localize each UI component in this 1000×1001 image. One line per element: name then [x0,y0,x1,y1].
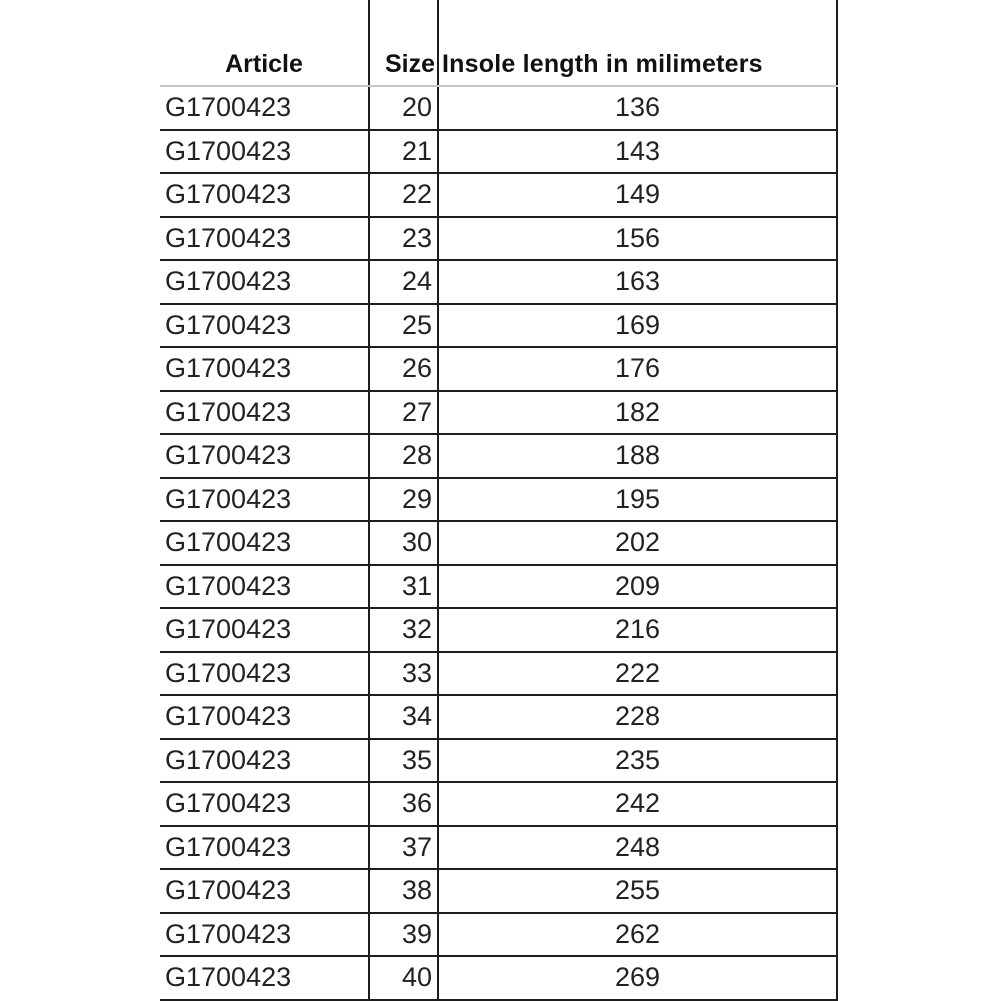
article-cell: G1700423 [165,483,292,514]
size-cell: 40 [368,957,437,999]
size-cell: 31 [368,565,437,607]
size-cell: 26 [368,348,437,390]
article-cell: G1700423 [165,135,292,166]
size-cell: 36 [368,783,437,825]
article-cell: G1700423 [165,570,292,601]
insole-length-cell: 182 [437,391,838,433]
size-cell: 37 [368,826,437,868]
size-cell: 34 [368,696,437,738]
table-row: G1700423 25 169 [160,304,838,348]
size-cell: 33 [368,652,437,694]
article-cell: G1700423 [165,222,292,253]
insole-length-cell: 255 [437,870,838,912]
article-cell: G1700423 [165,918,292,949]
insole-length-cell: 269 [437,957,838,999]
table-row: G1700423 39 262 [160,913,838,957]
insole-length-cell: 228 [437,696,838,738]
size-cell: 23 [368,217,437,259]
table-row: G1700423 40 269 [160,957,838,1001]
article-cell: G1700423 [165,657,292,688]
insole-length-cell: 195 [437,478,838,520]
article-cell: G1700423 [165,92,292,123]
insole-length-cell: 136 [437,87,838,129]
size-cell: 29 [368,478,437,520]
insole-length-cell: 188 [437,435,838,477]
size-cell: 21 [368,130,437,172]
size-cell: 24 [368,261,437,303]
table-row: G1700423 21 143 [160,130,838,174]
article-cell: G1700423 [165,266,292,297]
insole-length-cell: 169 [437,304,838,346]
header-insole-length: Insole length in milimeters [437,0,838,85]
size-cell: 22 [368,174,437,216]
article-cell: G1700423 [165,309,292,340]
table-row: G1700423 37 248 [160,826,838,870]
table-row: G1700423 24 163 [160,261,838,305]
insole-length-cell: 235 [437,739,838,781]
article-cell: G1700423 [165,875,292,906]
article-cell: G1700423 [165,179,292,210]
size-cell: 39 [368,913,437,955]
size-table: Article Size Insole length in milimeters… [160,0,838,1001]
table-row: G1700423 31 209 [160,565,838,609]
size-cell: 20 [368,87,437,129]
table-row: G1700423 29 195 [160,478,838,522]
insole-length-cell: 202 [437,522,838,564]
insole-length-cell: 143 [437,130,838,172]
article-cell: G1700423 [165,527,292,558]
size-cell: 28 [368,435,437,477]
insole-length-cell: 176 [437,348,838,390]
article-cell: G1700423 [165,396,292,427]
article-cell: G1700423 [165,962,292,993]
table-row: G1700423 35 235 [160,739,838,783]
table-row: G1700423 32 216 [160,609,838,653]
insole-length-cell: 156 [437,217,838,259]
insole-length-cell: 262 [437,913,838,955]
insole-length-cell: 242 [437,783,838,825]
table-row: G1700423 34 228 [160,696,838,740]
header-row: Article Size Insole length in milimeters [160,0,838,87]
table-row: G1700423 38 255 [160,870,838,914]
table-row: G1700423 23 156 [160,217,838,261]
insole-length-cell: 209 [437,565,838,607]
size-cell: 25 [368,304,437,346]
table-row: G1700423 36 242 [160,783,838,827]
insole-length-cell: 222 [437,652,838,694]
table-row: G1700423 22 149 [160,174,838,218]
header-size: Size [368,0,437,85]
table-row: G1700423 20 136 [160,87,838,131]
article-cell: G1700423 [165,614,292,645]
article-cell: G1700423 [165,701,292,732]
article-cell: G1700423 [165,788,292,819]
insole-length-cell: 216 [437,609,838,651]
insole-length-cell: 149 [437,174,838,216]
size-cell: 27 [368,391,437,433]
size-cell: 30 [368,522,437,564]
table-row: G1700423 33 222 [160,652,838,696]
table-row: G1700423 28 188 [160,435,838,479]
table-row: G1700423 30 202 [160,522,838,566]
article-cell: G1700423 [165,831,292,862]
article-cell: G1700423 [165,744,292,775]
insole-length-cell: 248 [437,826,838,868]
size-cell: 35 [368,739,437,781]
table-row: G1700423 27 182 [160,391,838,435]
article-cell: G1700423 [165,353,292,384]
article-cell: G1700423 [165,440,292,471]
table-row: G1700423 26 176 [160,348,838,392]
insole-length-cell: 163 [437,261,838,303]
size-cell: 38 [368,870,437,912]
size-cell: 32 [368,609,437,651]
header-article: Article [225,50,303,78]
